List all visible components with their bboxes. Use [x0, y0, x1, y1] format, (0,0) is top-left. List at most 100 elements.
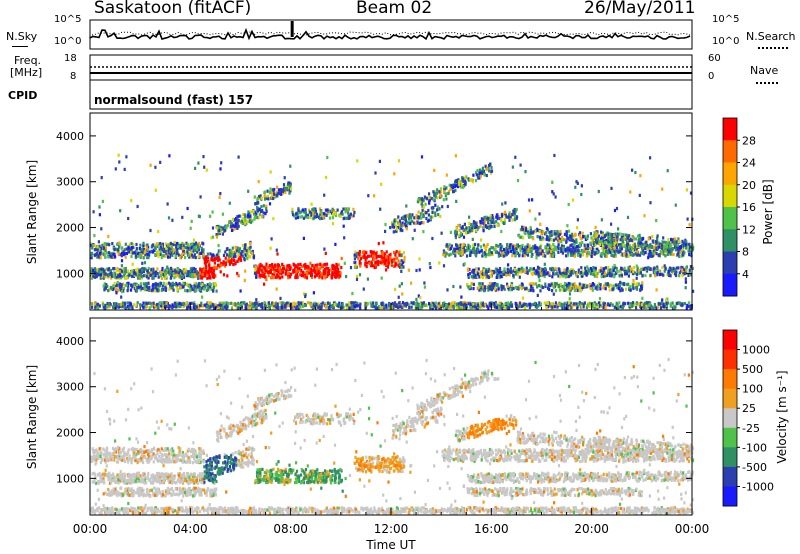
echo-cell	[647, 245, 650, 249]
echo-cell	[90, 254, 93, 258]
echo-cell	[493, 271, 496, 275]
echo-cell	[537, 273, 540, 277]
echo-cell	[93, 268, 96, 272]
echo-cell	[134, 254, 138, 258]
echo-cell	[629, 288, 632, 292]
echo-cell	[227, 257, 230, 261]
echo-cell	[626, 269, 629, 273]
echo-cell	[667, 269, 670, 273]
echo-cell	[301, 270, 305, 274]
echo-cell	[136, 284, 139, 288]
echo-cell	[398, 262, 401, 266]
echo-cell	[216, 258, 219, 262]
echo-cell	[333, 265, 336, 269]
echo-cell	[206, 272, 209, 276]
echo-cell	[394, 261, 397, 265]
noise-spike	[290, 21, 294, 37]
echo-cell	[547, 284, 550, 288]
echo-cell	[470, 282, 474, 286]
echo-cell	[454, 184, 457, 188]
echo-cell	[291, 213, 295, 217]
echo-cell	[391, 223, 394, 227]
echo-cell	[226, 259, 229, 263]
echo-cell	[502, 285, 505, 289]
noise-search-legend-line	[758, 47, 788, 49]
echo-cell	[160, 288, 164, 292]
echo-cell	[256, 209, 260, 213]
echo-cell	[121, 301, 125, 305]
echo-cell	[241, 254, 245, 258]
echo-cell	[559, 275, 562, 279]
echo-cell	[105, 242, 108, 246]
echo-cell	[203, 287, 206, 291]
echo-cell	[296, 266, 299, 270]
echo-cell	[422, 221, 425, 225]
echo-cell	[514, 214, 517, 218]
echo-cell	[364, 263, 367, 267]
echo-cell	[159, 242, 162, 246]
echo-cell	[556, 271, 559, 275]
echo-cell	[260, 214, 263, 218]
echo-cell	[502, 270, 505, 274]
echo-cell	[437, 213, 440, 217]
echo-cell	[228, 260, 231, 264]
echo-cell	[140, 275, 143, 279]
echo-cell	[658, 273, 661, 277]
echo-cell	[457, 178, 460, 182]
echo-cell	[420, 221, 423, 225]
nave-label: Nave	[750, 64, 779, 77]
echo-cell	[269, 270, 272, 275]
echo-cell	[588, 268, 591, 272]
echo-cell	[176, 283, 179, 287]
echo-cell	[612, 287, 615, 291]
noise-right-tick-low: 10^0	[712, 36, 740, 47]
echo-cell	[93, 253, 96, 257]
echo-cell	[194, 282, 198, 286]
echo-cell	[580, 266, 583, 270]
echo-cell	[389, 252, 392, 256]
echo-cell	[226, 253, 229, 257]
echo-cell	[370, 262, 373, 266]
echo-cell	[247, 254, 250, 258]
echo-cell	[259, 194, 262, 198]
echo-cell	[400, 224, 403, 228]
echo-cell	[161, 247, 164, 252]
echo-cell	[197, 255, 200, 259]
echo-cell	[172, 242, 175, 247]
echo-cell	[592, 266, 595, 270]
echo-cell	[459, 248, 462, 252]
echo-cell	[380, 255, 383, 259]
echo-cell	[465, 226, 468, 230]
echo-cell	[402, 265, 405, 269]
echo-cell	[596, 237, 599, 241]
echo-cell	[172, 288, 175, 292]
echo-cell	[577, 285, 580, 289]
echo-cell	[286, 183, 290, 187]
echo-cell	[162, 249, 165, 254]
echo-cell	[100, 268, 103, 272]
echo-cell	[191, 274, 194, 279]
echo-cell	[120, 254, 123, 258]
echo-cell	[387, 256, 390, 260]
echo-cell	[464, 176, 467, 180]
echo-cell	[467, 268, 470, 273]
echo-cell	[366, 254, 369, 258]
echo-cell	[154, 270, 157, 274]
echo-cell	[102, 272, 106, 276]
echo-cell	[215, 233, 218, 237]
echo-cell	[513, 218, 516, 222]
echo-cell	[187, 274, 190, 278]
echo-cell	[572, 239, 575, 243]
echo-cell	[387, 258, 390, 262]
echo-cell	[209, 252, 212, 256]
echo-cell	[467, 273, 470, 277]
echo-cell	[154, 246, 157, 250]
echo-cell	[129, 288, 133, 292]
echo-cell	[312, 269, 315, 273]
echo-cell	[565, 275, 568, 279]
echo-cell	[156, 250, 159, 254]
echo-cell	[302, 210, 305, 214]
echo-cell	[90, 267, 93, 271]
echo-cell	[443, 250, 446, 254]
echo-cell	[212, 285, 215, 289]
